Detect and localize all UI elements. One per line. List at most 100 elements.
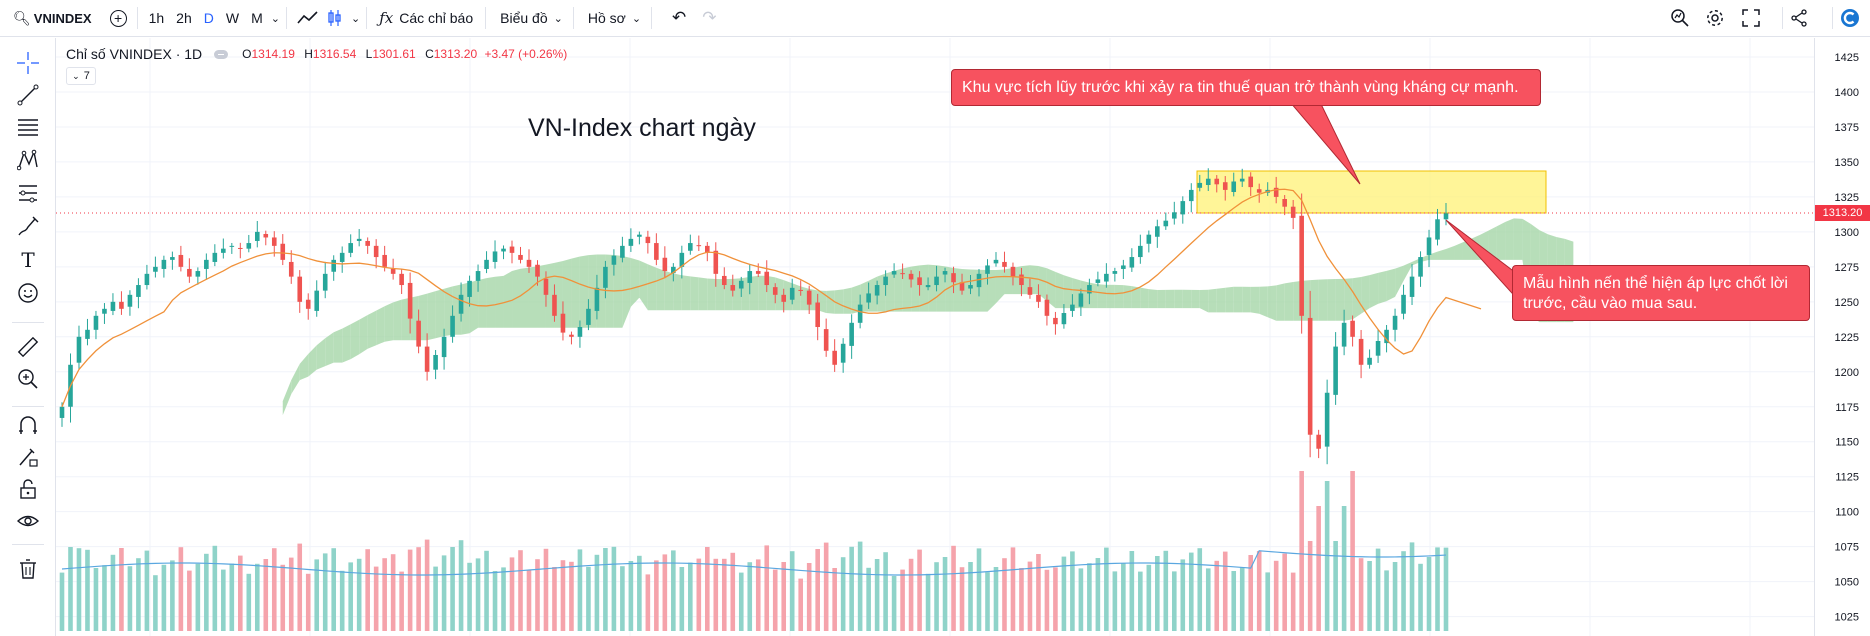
symbol-search-button[interactable]: 🔍︎ VNINDEX bbox=[0, 0, 92, 37]
chart-type-menu[interactable]: Biểu đồ ⌄ bbox=[500, 0, 563, 37]
cloud-segment bbox=[1267, 285, 1277, 321]
volume-bar bbox=[297, 543, 303, 631]
fullscreen-button[interactable] bbox=[1742, 0, 1760, 37]
change-value: +3.47 (+0.26%) bbox=[484, 47, 568, 61]
cloud-segment bbox=[911, 265, 920, 312]
candle-body bbox=[1019, 274, 1024, 286]
cloud-segment bbox=[1114, 284, 1124, 309]
cloud-segment bbox=[554, 261, 563, 328]
cloud-segment bbox=[809, 288, 818, 311]
candle-chart-button[interactable] bbox=[327, 0, 343, 37]
candle-body bbox=[1087, 285, 1092, 294]
interval-m[interactable]: M bbox=[251, 10, 263, 26]
zoom-tool[interactable] bbox=[14, 366, 42, 392]
candle-body bbox=[628, 238, 634, 246]
cloud-segment bbox=[1174, 289, 1183, 309]
trend-line-tool[interactable] bbox=[14, 82, 42, 108]
volume-bar bbox=[1180, 559, 1186, 631]
cloud-segment bbox=[478, 278, 487, 328]
indicators-button[interactable]: ƒx Các chỉ báo bbox=[379, 0, 473, 37]
candle-body bbox=[85, 329, 90, 339]
legend-toggle-icon[interactable] bbox=[214, 49, 229, 59]
cloud-segment bbox=[851, 284, 861, 314]
cloud-segment bbox=[1420, 254, 1430, 262]
candle-body bbox=[535, 264, 540, 277]
profile-menu[interactable]: Hồ sơ ⌄ bbox=[588, 0, 641, 37]
interval-dropdown[interactable]: ⌄ bbox=[271, 0, 280, 37]
fib-retracement-tool[interactable] bbox=[14, 114, 42, 140]
delete-drawings-tool[interactable] bbox=[14, 556, 42, 582]
horizontal-lines-icon bbox=[18, 119, 38, 136]
trash-icon bbox=[20, 559, 36, 579]
share-button[interactable] bbox=[1790, 0, 1808, 37]
visibility-tool[interactable] bbox=[14, 508, 42, 534]
volume-bar bbox=[1307, 541, 1313, 631]
legend-title[interactable]: Chỉ số VNINDEX · 1D bbox=[66, 46, 203, 62]
brush-tool[interactable] bbox=[14, 213, 42, 239]
cloud-segment bbox=[1191, 289, 1200, 309]
crosshair-tool[interactable] bbox=[14, 50, 42, 76]
volume-bar bbox=[789, 551, 795, 631]
volume-bar bbox=[229, 563, 235, 631]
candle-body bbox=[1350, 320, 1355, 337]
chart-style-dropdown[interactable]: ⌄ bbox=[351, 0, 360, 37]
cloud-segment bbox=[1446, 245, 1455, 260]
volume-bar bbox=[1248, 555, 1254, 631]
fullscreen-icon bbox=[1742, 9, 1760, 27]
chevron-down-icon: ⌄ bbox=[270, 12, 280, 25]
text-tool[interactable]: T bbox=[14, 247, 42, 273]
cloud-segment bbox=[316, 338, 326, 370]
lock-drawing-tool[interactable] bbox=[14, 444, 42, 470]
interval-w[interactable]: W bbox=[225, 10, 240, 26]
callout-top[interactable]: Khu vực tích lũy trước khi xảy ra tin th… bbox=[951, 69, 1541, 106]
chart-title-text[interactable]: VN-Index chart ngày bbox=[528, 114, 756, 142]
candle-body bbox=[407, 282, 413, 319]
pencil-lock-icon bbox=[19, 448, 38, 467]
volume-bar bbox=[331, 548, 337, 631]
volume-bar bbox=[76, 548, 82, 631]
toolbar-divider bbox=[12, 406, 44, 407]
candle-body bbox=[637, 234, 642, 237]
cloud-segment bbox=[512, 268, 521, 328]
candle-body bbox=[314, 290, 320, 311]
volume-bar bbox=[1273, 560, 1279, 631]
candle-body bbox=[1053, 317, 1058, 325]
candle-body bbox=[297, 276, 303, 302]
cloud-segment bbox=[1225, 286, 1234, 313]
volume-bar bbox=[772, 569, 778, 631]
cloud-segment bbox=[877, 273, 886, 312]
undo-button[interactable]: ↶ bbox=[672, 0, 686, 37]
legend-collapse-button[interactable]: ⌄ 7 bbox=[66, 67, 96, 85]
candle-body bbox=[424, 346, 430, 372]
emoji-tool[interactable] bbox=[14, 280, 42, 306]
line-chart-button[interactable] bbox=[297, 0, 319, 37]
pattern-tool[interactable] bbox=[14, 147, 42, 173]
redo-button[interactable]: ↷ bbox=[702, 0, 716, 37]
toolbar-divider bbox=[485, 7, 487, 29]
settings-button[interactable] bbox=[1705, 0, 1725, 37]
quick-search-button[interactable] bbox=[1670, 0, 1690, 37]
volume-bar bbox=[1171, 571, 1177, 631]
plus-circle-icon: + bbox=[109, 9, 127, 27]
magnet-tool[interactable] bbox=[14, 412, 42, 438]
lock-all-tool[interactable] bbox=[14, 476, 42, 502]
volume-bar bbox=[280, 564, 286, 631]
open-value: 1314.19 bbox=[251, 47, 295, 61]
candle-body bbox=[1010, 266, 1016, 277]
cloud-segment bbox=[1496, 221, 1506, 260]
cloud-segment bbox=[1072, 278, 1081, 309]
volume-bar bbox=[195, 563, 201, 631]
interval-d[interactable]: D bbox=[203, 10, 214, 26]
toolbar-divider bbox=[572, 7, 574, 29]
axis-tick-label: 1300 bbox=[1835, 227, 1859, 239]
interval-1h[interactable]: 1h bbox=[148, 10, 165, 26]
interval-2h[interactable]: 2h bbox=[176, 10, 192, 26]
ruler-tool[interactable] bbox=[14, 334, 42, 360]
chevron-down-icon: ⌄ bbox=[553, 12, 563, 25]
resistance-zone[interactable] bbox=[1196, 170, 1547, 214]
callout-right[interactable]: Mẫu hình nến thể hiện áp lực chốt lời tr… bbox=[1512, 265, 1810, 321]
add-symbol-button[interactable]: + bbox=[109, 0, 127, 37]
cloud-segment bbox=[1471, 234, 1480, 260]
volume-bar bbox=[348, 562, 353, 631]
forecast-tool[interactable] bbox=[14, 180, 42, 206]
